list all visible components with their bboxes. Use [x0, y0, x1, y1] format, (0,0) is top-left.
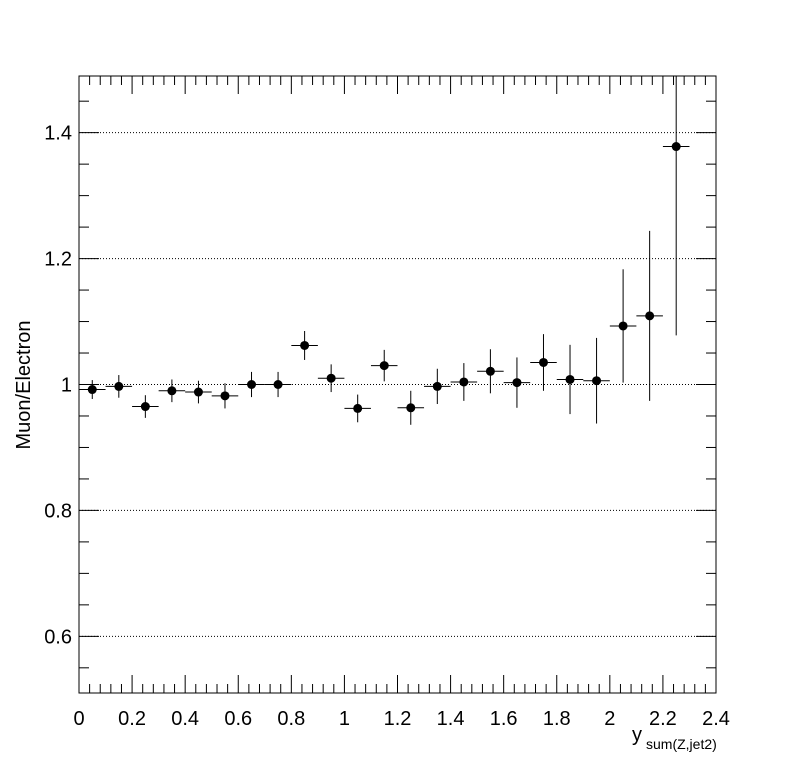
- data-marker: [140, 402, 150, 412]
- data-marker: [432, 381, 442, 391]
- y-tick-label: 0.8: [44, 500, 72, 522]
- data-point: [424, 368, 451, 405]
- x-tick-label: 2.4: [702, 708, 730, 730]
- data-marker: [485, 366, 495, 376]
- data-marker: [114, 381, 124, 391]
- data-point: [530, 334, 557, 391]
- data-point: [477, 349, 504, 394]
- data-point: [185, 380, 212, 404]
- data-point: [291, 330, 318, 360]
- data-point: [370, 349, 398, 382]
- data-marker: [353, 403, 363, 413]
- data-point: [344, 394, 371, 423]
- data-marker: [247, 380, 257, 389]
- data-point: [662, 76, 690, 336]
- data-marker: [326, 373, 336, 383]
- x-tick-label: 0.8: [277, 708, 305, 730]
- data-point: [264, 371, 292, 398]
- data-marker: [273, 380, 283, 389]
- x-tick-label: 1.4: [437, 708, 465, 730]
- data-marker: [512, 378, 522, 388]
- data-point: [132, 395, 159, 418]
- x-tick-label: 0: [73, 708, 84, 730]
- data-marker: [671, 142, 681, 152]
- data-point: [450, 363, 478, 401]
- data-point: [503, 357, 531, 408]
- x-tick-label: 0.6: [224, 708, 252, 730]
- data-marker: [379, 361, 389, 371]
- x-tick-label: 1.8: [543, 708, 571, 730]
- data-marker: [459, 377, 469, 387]
- data-marker: [406, 403, 416, 413]
- x-tick-labels: 0 0.2 0.4 0.6 0.8 1 1.2 1.4 1.6 1.8 2 2.2 2.4: [73, 708, 729, 730]
- data-point: [583, 337, 610, 424]
- data-point: [211, 383, 239, 409]
- data-point: [397, 390, 425, 425]
- x-tick-label: 1.2: [384, 708, 412, 730]
- y-tick-label: 0.6: [44, 626, 72, 648]
- data-point: [609, 269, 637, 383]
- data-point: [158, 379, 186, 403]
- data-marker: [565, 374, 575, 384]
- tick-layer: [78, 76, 717, 693]
- x-tick-label: 1.6: [490, 708, 518, 730]
- x-tick-label: 2.2: [649, 708, 677, 730]
- data-point: [238, 371, 265, 398]
- data-point: [317, 364, 345, 393]
- data-point: [79, 380, 106, 399]
- x-axis-title: y: [632, 724, 642, 746]
- data-point: [636, 230, 663, 401]
- x-tick-label: 1: [339, 708, 350, 730]
- y-tick-label: 1.4: [44, 123, 72, 145]
- data-point: [556, 344, 584, 415]
- data-marker: [592, 376, 602, 386]
- data-marker: [538, 357, 548, 367]
- y-tick-label: 1: [61, 375, 72, 397]
- y-axis-title: Muon/Electron: [13, 321, 35, 450]
- data-marker: [220, 391, 230, 401]
- x-tick-label: 0.2: [118, 708, 146, 730]
- data-marker: [167, 386, 177, 396]
- data-point: [105, 375, 133, 398]
- x-axis-title-subscript: sum(Z,jet2): [646, 736, 717, 752]
- data-marker: [193, 387, 203, 397]
- y-tick-label: 1.2: [44, 249, 72, 271]
- data-marker: [87, 385, 97, 395]
- data-layer: [79, 76, 690, 425]
- y-tick-labels: 0.6 0.8 1 1.2 1.4: [44, 123, 72, 649]
- x-tick-label: 2: [604, 708, 615, 730]
- x-tick-label: 0.4: [171, 708, 199, 730]
- data-marker: [645, 311, 655, 321]
- grid-layer: [79, 132, 716, 637]
- data-marker: [618, 321, 628, 331]
- x-axis-title-main: y: [632, 724, 642, 746]
- data-marker: [300, 340, 310, 350]
